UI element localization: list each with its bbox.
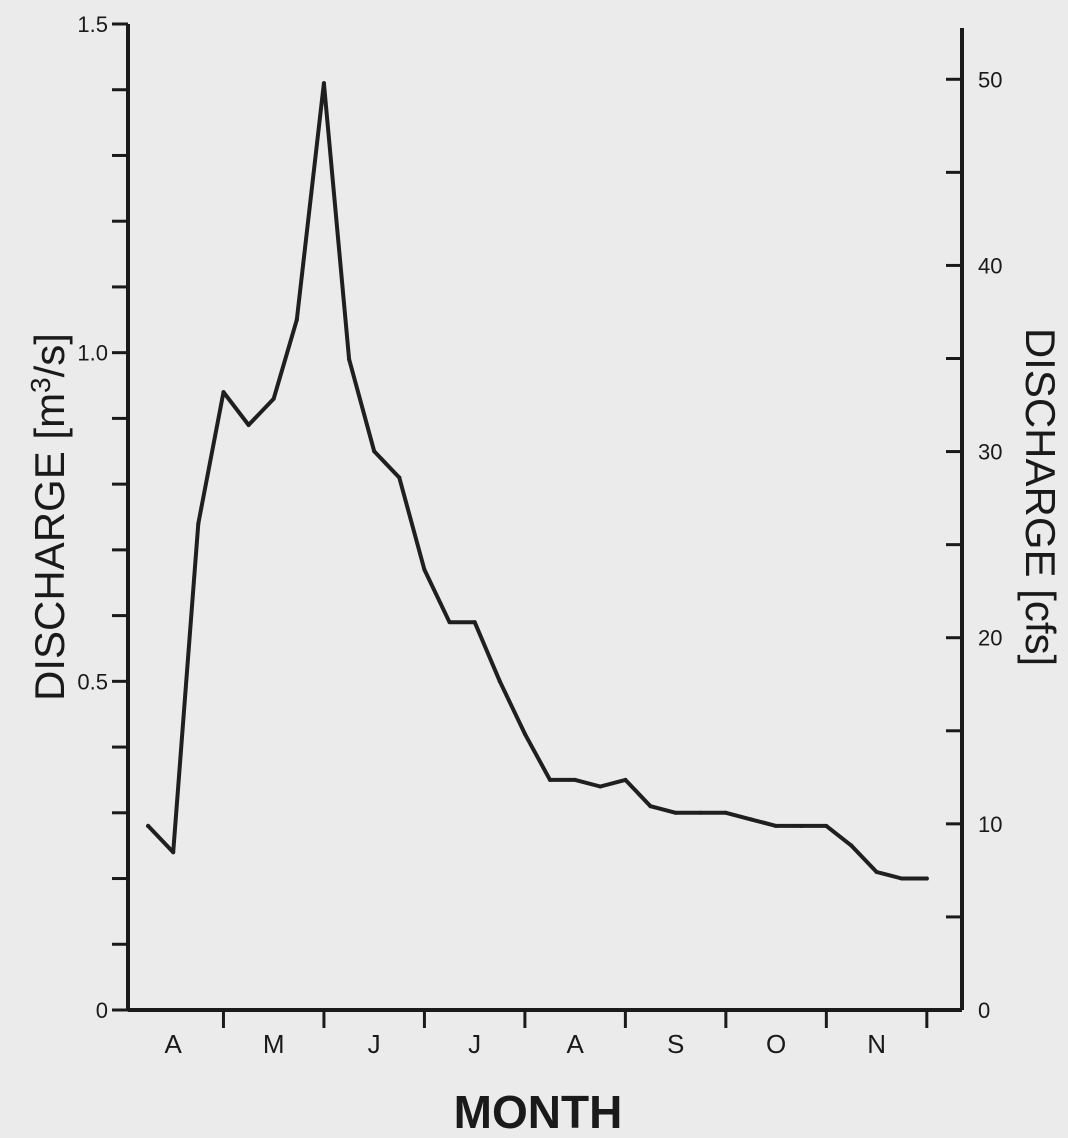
month-label-1: M [263,1029,285,1059]
left-y-tick-label-2: 1.0 [77,341,108,366]
discharge-series-line [146,81,929,881]
data-point-7 [321,81,326,86]
right-y-axis-title: DISCHARGE [cfs] [1017,328,1064,666]
left-y-axis-title: DISCHARGE [m3/s] [25,333,73,701]
data-point-8 [347,357,352,362]
data-point-31 [924,876,929,881]
left-y-tick-label-1: 0.5 [77,669,108,694]
left-y-tick-label-0: 0 [96,998,108,1023]
right-y-tick-label-3: 30 [978,440,1002,465]
left-y-ticks [112,22,128,1012]
data-point-0 [146,823,151,828]
right-y-tick-labels: 0 10 20 30 40 50 [978,67,1002,1023]
data-point-19 [623,777,628,782]
data-point-17 [573,777,578,782]
data-point-13 [472,620,477,625]
data-point-11 [422,567,427,572]
data-point-28 [849,843,854,848]
right-y-tick-label-4: 40 [978,253,1002,278]
data-point-26 [799,823,804,828]
data-point-20 [648,804,653,809]
data-point-30 [899,876,904,881]
left-y-tick-labels: 0 0.5 1.0 1.5 [77,12,108,1023]
month-label-4: A [566,1029,584,1059]
data-point-5 [271,396,276,401]
data-point-12 [447,620,452,625]
data-point-27 [824,823,829,828]
data-point-3 [221,390,226,395]
data-point-10 [397,475,402,480]
data-point-4 [246,422,251,427]
data-point-6 [294,317,299,322]
data-point-24 [748,817,753,822]
x-axis-title: MONTH [454,1086,623,1138]
month-label-6: O [766,1029,786,1059]
data-point-21 [673,810,678,815]
month-ticks [221,1010,929,1028]
right-y-ticks [946,77,962,1012]
data-point-9 [372,449,377,454]
data-point-23 [723,810,728,815]
data-point-14 [497,679,502,684]
right-y-tick-label-0: 0 [978,998,990,1023]
data-point-15 [522,731,527,736]
month-label-7: N [867,1029,886,1059]
data-point-16 [548,777,553,782]
month-label-0: A [165,1029,183,1059]
data-point-29 [874,869,879,874]
left-y-tick-label-3: 1.5 [77,12,108,37]
data-point-25 [774,823,779,828]
data-point-22 [698,810,703,815]
month-label-5: S [667,1029,684,1059]
discharge-series-points [146,81,929,881]
right-y-tick-label-1: 10 [978,812,1002,837]
right-y-tick-label-2: 20 [978,626,1002,651]
data-point-1 [171,850,176,855]
month-label-3: J [468,1029,481,1059]
data-point-18 [598,784,603,789]
month-label-2: J [368,1029,381,1059]
data-point-2 [196,521,201,526]
right-y-tick-label-5: 50 [978,67,1002,92]
